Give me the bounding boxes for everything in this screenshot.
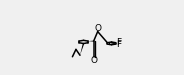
Polygon shape <box>88 41 94 42</box>
Polygon shape <box>80 43 84 55</box>
Text: O: O <box>90 56 97 65</box>
Text: F: F <box>116 38 121 47</box>
Text: O: O <box>94 24 101 33</box>
Text: F: F <box>116 40 121 49</box>
